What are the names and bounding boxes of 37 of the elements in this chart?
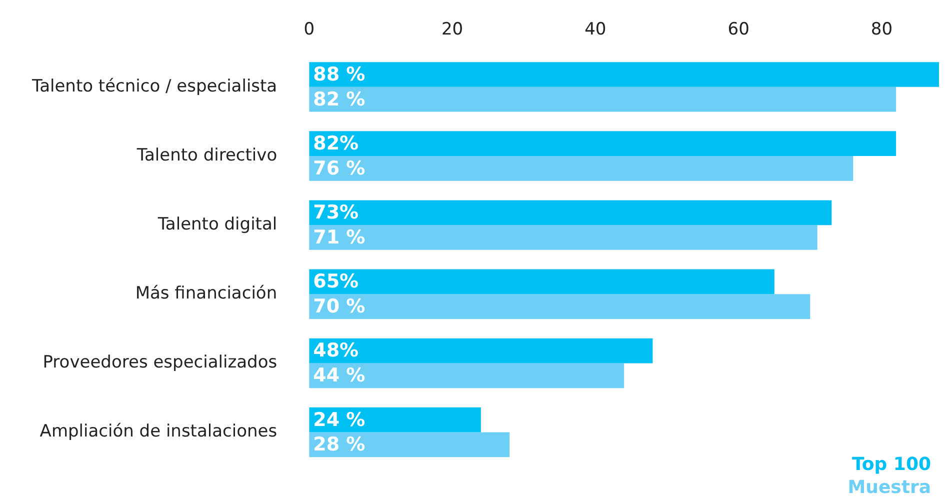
- data-label: 82%: [313, 132, 359, 155]
- y-tick-label: Más financiación: [135, 284, 278, 304]
- data-label: 44 %: [313, 364, 366, 387]
- text: Top 100: [851, 453, 931, 476]
- bar: [309, 86, 896, 112]
- x-tick-label: 80: [870, 20, 893, 40]
- bar: [309, 338, 653, 364]
- data-label: 73%: [313, 202, 359, 224]
- bar: [309, 269, 774, 294]
- bar: [309, 363, 624, 388]
- x-tick-label: 60: [728, 20, 750, 40]
- data-label: 70 %: [313, 296, 366, 318]
- text: Muestra: [848, 476, 931, 499]
- data-label: 65%: [313, 270, 359, 293]
- bar: [309, 294, 810, 319]
- data-label: 88 %: [313, 63, 366, 86]
- bar: [309, 131, 896, 156]
- data-label: 48%: [313, 340, 359, 362]
- x-tick-label: 0: [304, 20, 315, 40]
- bar: [309, 200, 832, 226]
- bar: [309, 225, 818, 250]
- x-tick-label: 20: [441, 20, 464, 40]
- bar: [309, 156, 854, 181]
- data-label: 76 %: [313, 157, 366, 180]
- x-tick-label: 40: [584, 20, 606, 40]
- y-tick-label: Talento técnico / especialista: [30, 76, 278, 96]
- y-tick-label: Talento digital: [156, 214, 278, 234]
- data-label: 71 %: [313, 226, 366, 248]
- bar: [309, 407, 481, 432]
- bar: [309, 432, 510, 458]
- y-tick-label: Talento directivo: [136, 145, 278, 166]
- data-label: 82 %: [313, 88, 366, 110]
- y-tick-label: Ampliación de instalaciones: [40, 422, 278, 442]
- data-label: 24 %: [313, 408, 366, 431]
- data-label: 28 %: [313, 434, 366, 456]
- bar: [309, 62, 939, 87]
- y-tick-label: Proveedores especializados: [42, 352, 278, 373]
